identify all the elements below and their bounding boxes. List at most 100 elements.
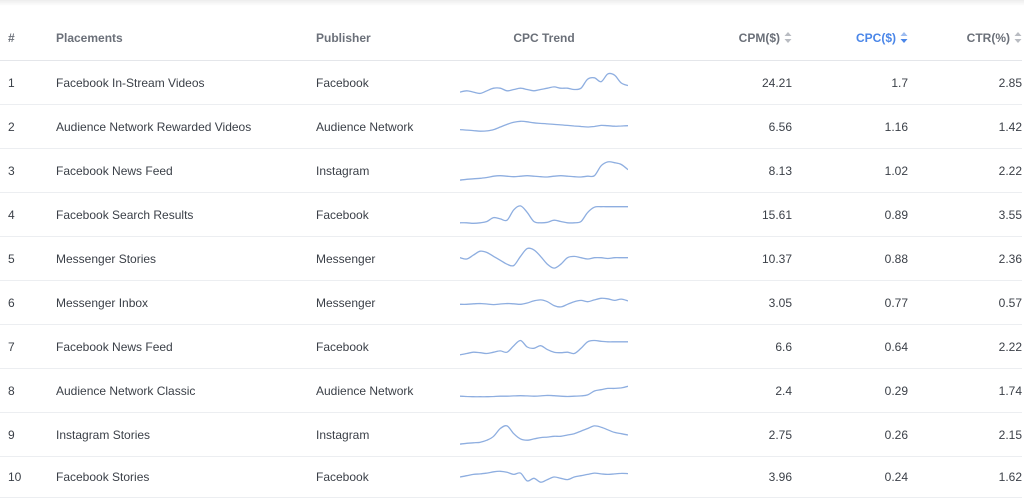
table-row[interactable]: 5 Messenger Stories Messenger 10.37 0.88 2.36	[0, 236, 1022, 281]
publisher-name: Messenger	[316, 236, 460, 281]
sparkline-line	[460, 339, 628, 355]
cpc-trend-cell	[460, 104, 628, 149]
cpc-trend-cell	[460, 236, 628, 281]
cpm-value: 2.4	[628, 368, 792, 413]
header-cpc-trend: CPC Trend	[460, 15, 628, 61]
cpc-trend-cell	[460, 192, 628, 237]
placement-name: Facebook Stories	[56, 456, 316, 498]
sparkline-line	[460, 297, 628, 308]
cpc-trend-cell	[460, 368, 628, 413]
sparkline-line	[460, 385, 628, 397]
cpc-value: 1.16	[792, 104, 908, 149]
header-cpm[interactable]: CPM($)	[628, 15, 792, 61]
header-ctr-label: CTR(%)	[966, 30, 1010, 45]
sort-down-arrow	[1014, 39, 1022, 43]
ctr-value: 2.22	[908, 148, 1022, 193]
row-number: 6	[0, 280, 56, 325]
row-number: 1	[0, 60, 56, 105]
cpc-trend-sparkline	[460, 385, 628, 397]
cpc-trend-sparkline	[460, 204, 628, 224]
table-row[interactable]: 3 Facebook News Feed Instagram 8.13 1.02 2.22	[0, 148, 1022, 193]
cpc-trend-sparkline	[460, 120, 628, 132]
header-num: #	[0, 15, 56, 61]
cpm-value: 3.96	[628, 456, 792, 498]
table-header: # Placements Publisher CPC Trend CPM($) …	[0, 15, 1022, 61]
table-body: 1 Facebook In-Stream Videos Facebook 24.21 1…	[0, 60, 1022, 498]
cpc-trend-sparkline	[460, 470, 628, 483]
sort-up-arrow	[900, 32, 908, 36]
cpc-trend-cell	[460, 148, 628, 193]
sort-icon[interactable]	[1014, 32, 1022, 43]
publisher-name: Instagram	[316, 148, 460, 193]
publisher-name: Facebook	[316, 324, 460, 369]
publisher-name: Messenger	[316, 280, 460, 325]
placement-name: Audience Network Classic	[56, 368, 316, 413]
header-cpc-label: CPC($)	[855, 30, 896, 45]
table-row[interactable]: 8 Audience Network Classic Audience Networ…	[0, 368, 1022, 413]
cpc-value: 1.02	[792, 148, 908, 193]
sort-up-arrow	[1014, 32, 1022, 36]
cpc-value: 0.88	[792, 236, 908, 281]
cpc-value: 0.24	[792, 456, 908, 498]
sort-up-arrow	[784, 32, 792, 36]
publisher-name: Audience Network	[316, 368, 460, 413]
ctr-value: 1.42	[908, 104, 1022, 149]
header-ctr[interactable]: CTR(%)	[908, 15, 1022, 61]
cpc-value: 0.89	[792, 192, 908, 237]
placement-name: Messenger Inbox	[56, 280, 316, 325]
cpc-trend-cell	[460, 60, 628, 105]
placement-name: Instagram Stories	[56, 412, 316, 457]
sort-active-icon[interactable]	[900, 32, 908, 43]
header-cpm-label: CPM($)	[738, 30, 780, 45]
cpc-trend-sparkline	[460, 72, 628, 94]
cpc-trend-cell	[460, 324, 628, 369]
table-row[interactable]: 7 Facebook News Feed Facebook 6.6 0.64 2.22	[0, 324, 1022, 369]
cpc-trend-cell	[460, 456, 628, 498]
cpc-trend-sparkline	[460, 247, 628, 269]
row-number: 9	[0, 412, 56, 457]
placement-name: Facebook Search Results	[56, 192, 316, 237]
cpc-value: 0.29	[792, 368, 908, 413]
header-cpc[interactable]: CPC($)	[792, 15, 908, 61]
header-publisher: Publisher	[316, 15, 460, 61]
cpc-trend-sparkline	[460, 424, 628, 445]
table-row[interactable]: 10 Facebook Stories Facebook 3.96 0.24 1.62	[0, 456, 1022, 498]
row-number: 2	[0, 104, 56, 149]
publisher-name: Facebook	[316, 60, 460, 105]
cpm-value: 2.75	[628, 412, 792, 457]
row-number: 10	[0, 456, 56, 498]
placement-name: Messenger Stories	[56, 236, 316, 281]
sparkline-line	[460, 160, 628, 181]
ctr-value: 3.55	[908, 192, 1022, 237]
cpc-trend-cell	[460, 412, 628, 457]
ctr-value: 2.22	[908, 324, 1022, 369]
placement-name: Facebook In-Stream Videos	[56, 60, 316, 105]
table-row[interactable]: 6 Messenger Inbox Messenger 3.05 0.77 0.57	[0, 280, 1022, 325]
sparkline-line	[460, 120, 628, 132]
cpm-value: 8.13	[628, 148, 792, 193]
sparkline-line	[460, 204, 628, 224]
cpm-value: 6.56	[628, 104, 792, 149]
row-number: 5	[0, 236, 56, 281]
ctr-value: 2.36	[908, 236, 1022, 281]
cpc-trend-sparkline	[460, 160, 628, 181]
cpc-trend-sparkline	[460, 297, 628, 308]
cpm-value: 10.37	[628, 236, 792, 281]
table-row[interactable]: 1 Facebook In-Stream Videos Facebook 24.21 1…	[0, 60, 1022, 105]
cpc-value: 0.26	[792, 412, 908, 457]
cpc-value: 0.77	[792, 280, 908, 325]
placements-table: # Placements Publisher CPC Trend CPM($) …	[0, 15, 1022, 498]
table-row[interactable]: 9 Instagram Stories Instagram 2.75 0.26 2.15	[0, 412, 1022, 457]
ctr-value: 0.57	[908, 280, 1022, 325]
ctr-value: 1.74	[908, 368, 1022, 413]
publisher-name: Instagram	[316, 412, 460, 457]
publisher-name: Audience Network	[316, 104, 460, 149]
table-row[interactable]: 4 Facebook Search Results Facebook 15.61 0.8…	[0, 192, 1022, 237]
header-placements: Placements	[56, 15, 316, 61]
publisher-name: Facebook	[316, 456, 460, 498]
cpc-value: 0.64	[792, 324, 908, 369]
table-row[interactable]: 2 Audience Network Rewarded Videos Audienc…	[0, 104, 1022, 149]
row-number: 8	[0, 368, 56, 413]
sort-icon[interactable]	[784, 32, 792, 43]
ctr-value: 1.62	[908, 456, 1022, 498]
